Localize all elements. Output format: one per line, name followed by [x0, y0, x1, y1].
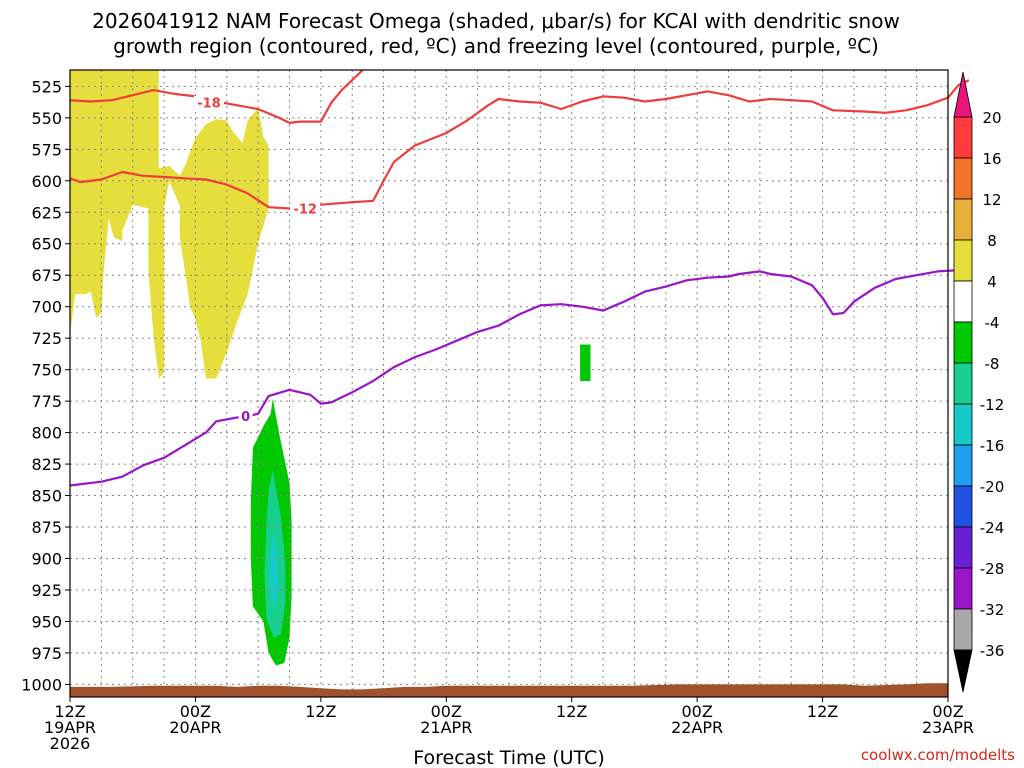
y-tick-label: 625 [31, 203, 62, 222]
y-tick-label: 825 [31, 455, 62, 474]
chart-title-line1: 2026041912 NAM Forecast Omega (shaded, μ… [92, 9, 900, 33]
colorbar-swatch [953, 239, 973, 282]
colorbar-swatch [953, 280, 973, 323]
colorbar-top-arrow [953, 71, 973, 118]
colorbar-level-label: 20 [982, 109, 1001, 127]
y-tick-label: 950 [31, 612, 62, 631]
y-tick-label: 850 [31, 487, 62, 506]
colorbar-level-label: -8 [985, 355, 1000, 373]
x-tick-label: 23APR [922, 718, 974, 737]
y-tick-label: 650 [31, 235, 62, 254]
x-tick-label: 22APR [671, 718, 723, 737]
x-tick-label: 12Z [807, 702, 838, 721]
colorbar-level-label: -32 [980, 601, 1005, 619]
contour-label: 0 [241, 410, 250, 425]
contour-label: -18 [197, 97, 221, 112]
y-tick-label: 900 [31, 550, 62, 569]
colorbar-bottom-arrow [953, 649, 973, 693]
x-tick-label: 12Z [54, 702, 85, 721]
x-tick-label: 00Z [932, 702, 963, 721]
x-tick-label: 12Z [305, 702, 336, 721]
colorbar-level-label: -20 [980, 478, 1005, 496]
colorbar-swatch [953, 444, 973, 487]
colorbar-level-label: -28 [980, 560, 1005, 578]
contour-label-bg [238, 409, 253, 424]
contour-label: -12 [293, 202, 317, 217]
colorbar-level-label: -12 [980, 396, 1005, 414]
x-tick-label: 2026 [50, 734, 91, 753]
y-tick-label: 575 [31, 140, 62, 159]
x-axis-label: Forecast Time (UTC) [413, 747, 604, 768]
plot-frame [69, 69, 949, 698]
colorbar-level-label: 16 [982, 150, 1001, 168]
contour-line--12 [69, 79, 970, 210]
colorbar-level-label: -4 [985, 314, 1000, 332]
y-tick-label: 975 [31, 644, 62, 663]
x-tick-label: 00Z [431, 702, 462, 721]
colorbar-swatch [953, 362, 973, 405]
colorbar-level-label: 12 [982, 191, 1001, 209]
colorbar-level-label: -24 [980, 519, 1005, 537]
contour-line-0 [69, 269, 959, 487]
x-tick-label: 19APR [44, 718, 96, 737]
y-tick-label: 875 [31, 518, 62, 537]
colorbar-swatch [953, 198, 973, 241]
colorbar: 20 16 12 8 4 -4 -8 -12 -16 -20 -24 -28 -32 -36 [953, 71, 1005, 693]
colorbar-swatch [953, 485, 973, 528]
x-tick-label: 00Z [180, 702, 211, 721]
contour-label-bg [194, 95, 225, 110]
y-tick-label: 750 [31, 361, 62, 380]
colorbar-swatch [953, 567, 973, 610]
colorbar-level-label: -36 [980, 642, 1005, 660]
y-tick-label: 1000 [21, 675, 62, 694]
colorbar-level-label: -16 [980, 437, 1005, 455]
contour-label-bg [290, 201, 321, 216]
colorbar-level-label: 8 [987, 232, 997, 250]
omega-region-1 [70, 70, 269, 379]
colorbar-swatch [953, 116, 973, 159]
colorbar-swatch [953, 157, 973, 200]
y-tick-label: 725 [31, 329, 62, 348]
colorbar-swatch [953, 321, 973, 364]
y-tick-label: 550 [31, 109, 62, 128]
y-axis-ticks: 525 550 575 600 625 650 675 700 725 750 775 800 825 8… [21, 77, 70, 694]
omega-region-3 [580, 344, 591, 381]
contour-lines: -18 -12 0 [69, 69, 970, 487]
x-tick-label: 21APR [420, 718, 472, 737]
omega-shading [70, 70, 591, 666]
chart-title-line2: growth region (contoured, red, ºC) and f… [113, 34, 879, 58]
contour-line--18 [69, 69, 364, 125]
y-tick-label: 675 [31, 266, 62, 285]
credit-text: coolwx.com/modelts [861, 746, 1015, 764]
y-tick-label: 800 [31, 424, 62, 443]
x-tick-label: 20APR [169, 718, 221, 737]
x-tick-label: 00Z [681, 702, 712, 721]
y-tick-label: 700 [31, 298, 62, 317]
terrain-ground [70, 683, 948, 697]
y-tick-label: 600 [31, 172, 62, 191]
y-tick-label: 525 [31, 77, 62, 96]
colorbar-swatch [953, 403, 973, 446]
y-tick-label: 925 [31, 581, 62, 600]
x-tick-label: 12Z [556, 702, 587, 721]
colorbar-level-label: 4 [987, 273, 997, 291]
colorbar-swatch [953, 608, 973, 651]
terrain-fill [70, 683, 948, 697]
y-tick-label: 775 [31, 392, 62, 411]
colorbar-swatch [953, 526, 973, 569]
